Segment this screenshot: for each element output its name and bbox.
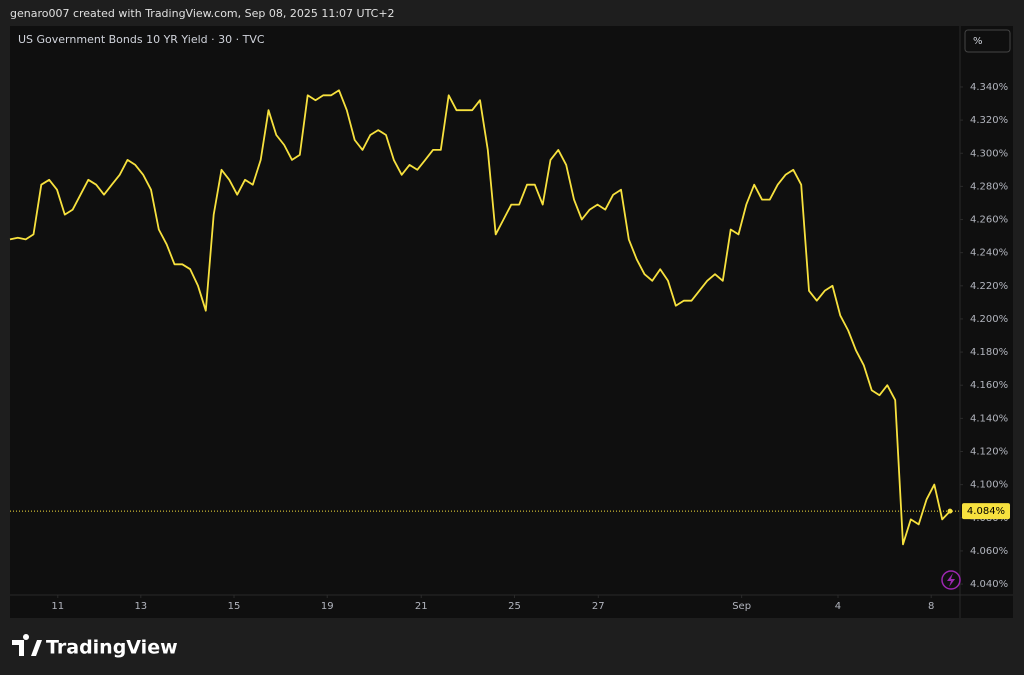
y-tick-label: 4.260% — [970, 215, 1008, 226]
x-tick-label: 21 — [415, 601, 428, 612]
x-tick-label: 19 — [321, 601, 334, 612]
price-line — [9, 89, 951, 546]
y-tick-label: 4.120% — [970, 447, 1008, 458]
y-tick-label: 4.340% — [970, 82, 1008, 93]
y-tick-label: 4.280% — [970, 181, 1008, 192]
unit-button[interactable] — [964, 29, 1011, 53]
unit-button-label[interactable]: % — [973, 36, 983, 47]
y-tick-label: 4.060% — [970, 546, 1008, 557]
y-tick-label: 4.240% — [970, 248, 1008, 259]
logo-text: TradingView — [46, 637, 178, 659]
event-icon[interactable] — [941, 570, 961, 590]
x-tick-label: 15 — [228, 601, 241, 612]
logo — [12, 634, 42, 656]
x-tick-label: 11 — [51, 601, 64, 612]
y-tick-label: 4.300% — [970, 148, 1008, 159]
y-tick-label: 4.180% — [970, 347, 1008, 358]
x-tick-label: 13 — [134, 601, 147, 612]
last-price-box — [962, 503, 1010, 520]
x-tick-label: 25 — [508, 601, 521, 612]
y-tick-label: 4.040% — [970, 579, 1008, 590]
x-tick-label: 27 — [592, 601, 605, 612]
plot: 4.040%4.060%4.080%4.100%4.120%4.140%4.16… — [9, 82, 1010, 612]
y-tick-label: 4.100% — [970, 480, 1008, 491]
last-point — [947, 508, 953, 514]
attribution: genaro007 created with TradingView.com, … — [10, 7, 395, 20]
chart-panel — [10, 26, 1013, 618]
logo-mark — [12, 634, 42, 656]
y-tick-label: 4.220% — [970, 281, 1008, 292]
x-tick-label: 4 — [835, 601, 841, 612]
x-tick-label: 8 — [928, 601, 934, 612]
y-tick-label: 4.140% — [970, 413, 1008, 424]
y-tick-label: 4.160% — [970, 380, 1008, 391]
last-price-label: 4.084% — [967, 506, 1005, 517]
x-tick-label: Sep — [732, 601, 751, 612]
chart-title: US Government Bonds 10 YR Yield · 30 · T… — [18, 33, 265, 46]
event-icon-bolt — [947, 573, 955, 587]
y-tick-label: 4.200% — [970, 314, 1008, 325]
y-tick-label: 4.320% — [970, 115, 1008, 126]
